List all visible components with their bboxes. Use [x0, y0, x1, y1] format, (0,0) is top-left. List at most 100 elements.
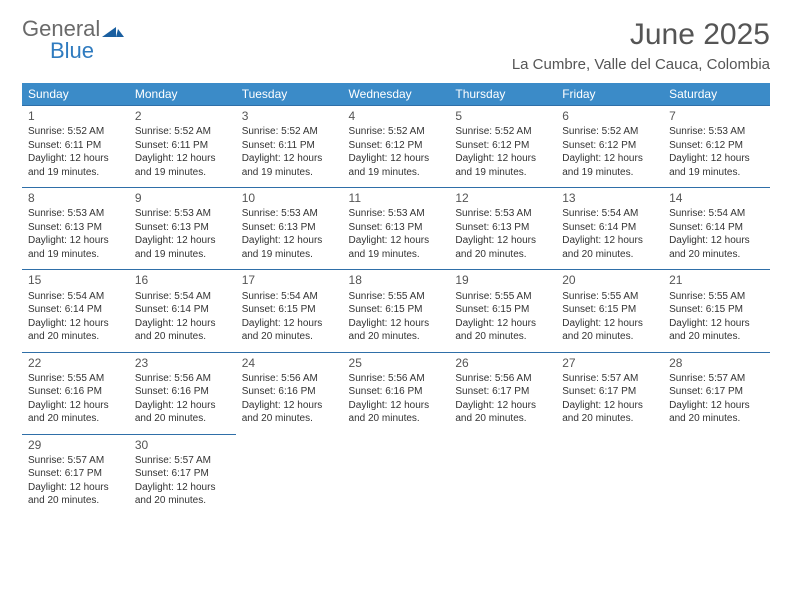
day-cell: 4Sunrise: 5:52 AMSunset: 6:12 PMDaylight… [343, 106, 450, 188]
sunset-text: Sunset: 6:11 PM [135, 139, 230, 153]
daylight-text: and 19 minutes. [28, 248, 123, 262]
day-header: Friday [556, 83, 663, 106]
day-cell: 1Sunrise: 5:52 AMSunset: 6:11 PMDaylight… [22, 106, 129, 188]
sunset-text: Sunset: 6:14 PM [562, 221, 657, 235]
location-text: La Cumbre, Valle del Cauca, Colombia [512, 56, 770, 73]
daylight-text: Daylight: 12 hours [562, 152, 657, 166]
sunset-text: Sunset: 6:13 PM [28, 221, 123, 235]
sunset-text: Sunset: 6:17 PM [562, 385, 657, 399]
sunset-text: Sunset: 6:12 PM [562, 139, 657, 153]
day-cell: 27Sunrise: 5:57 AMSunset: 6:17 PMDayligh… [556, 352, 663, 434]
daylight-text: and 19 minutes. [135, 248, 230, 262]
day-cell: 14Sunrise: 5:54 AMSunset: 6:14 PMDayligh… [663, 188, 770, 270]
day-number: 24 [242, 355, 337, 371]
daylight-text: Daylight: 12 hours [135, 152, 230, 166]
sunrise-text: Sunrise: 5:54 AM [242, 290, 337, 304]
daylight-text: and 19 minutes. [562, 166, 657, 180]
day-number: 14 [669, 190, 764, 206]
daylight-text: and 20 minutes. [455, 330, 550, 344]
sunrise-text: Sunrise: 5:53 AM [349, 207, 444, 221]
sunset-text: Sunset: 6:12 PM [669, 139, 764, 153]
sunrise-text: Sunrise: 5:56 AM [455, 372, 550, 386]
day-cell: 15Sunrise: 5:54 AMSunset: 6:14 PMDayligh… [22, 270, 129, 352]
week-row: 15Sunrise: 5:54 AMSunset: 6:14 PMDayligh… [22, 270, 770, 352]
day-cell: 20Sunrise: 5:55 AMSunset: 6:15 PMDayligh… [556, 270, 663, 352]
sunset-text: Sunset: 6:14 PM [669, 221, 764, 235]
title-block: June 2025 La Cumbre, Valle del Cauca, Co… [512, 18, 770, 73]
calendar-table: Sunday Monday Tuesday Wednesday Thursday… [22, 83, 770, 516]
sunset-text: Sunset: 6:14 PM [135, 303, 230, 317]
week-row: 22Sunrise: 5:55 AMSunset: 6:16 PMDayligh… [22, 352, 770, 434]
sunrise-text: Sunrise: 5:53 AM [28, 207, 123, 221]
day-number: 17 [242, 272, 337, 288]
daylight-text: and 20 minutes. [562, 330, 657, 344]
daylight-text: and 19 minutes. [455, 166, 550, 180]
brand-word-blue: Blue [50, 40, 124, 62]
day-cell [663, 434, 770, 516]
sunset-text: Sunset: 6:13 PM [349, 221, 444, 235]
daylight-text: Daylight: 12 hours [28, 317, 123, 331]
daylight-text: Daylight: 12 hours [28, 152, 123, 166]
brand-word-general: General [22, 18, 100, 40]
sunset-text: Sunset: 6:16 PM [28, 385, 123, 399]
daylight-text: Daylight: 12 hours [669, 152, 764, 166]
sunrise-text: Sunrise: 5:54 AM [562, 207, 657, 221]
day-number: 12 [455, 190, 550, 206]
daylight-text: Daylight: 12 hours [562, 234, 657, 248]
day-cell: 26Sunrise: 5:56 AMSunset: 6:17 PMDayligh… [449, 352, 556, 434]
sunrise-text: Sunrise: 5:57 AM [562, 372, 657, 386]
daylight-text: Daylight: 12 hours [242, 152, 337, 166]
sunset-text: Sunset: 6:16 PM [135, 385, 230, 399]
sunrise-text: Sunrise: 5:56 AM [349, 372, 444, 386]
daylight-text: and 19 minutes. [242, 248, 337, 262]
day-number: 4 [349, 108, 444, 124]
sunset-text: Sunset: 6:15 PM [349, 303, 444, 317]
day-header: Thursday [449, 83, 556, 106]
week-row: 1Sunrise: 5:52 AMSunset: 6:11 PMDaylight… [22, 106, 770, 188]
daylight-text: and 20 minutes. [28, 330, 123, 344]
day-cell: 12Sunrise: 5:53 AMSunset: 6:13 PMDayligh… [449, 188, 556, 270]
daylight-text: and 20 minutes. [562, 412, 657, 426]
sunset-text: Sunset: 6:15 PM [562, 303, 657, 317]
day-number: 23 [135, 355, 230, 371]
daylight-text: Daylight: 12 hours [455, 399, 550, 413]
sunrise-text: Sunrise: 5:53 AM [455, 207, 550, 221]
sunrise-text: Sunrise: 5:52 AM [562, 125, 657, 139]
sunrise-text: Sunrise: 5:57 AM [669, 372, 764, 386]
sunrise-text: Sunrise: 5:56 AM [135, 372, 230, 386]
day-cell: 24Sunrise: 5:56 AMSunset: 6:16 PMDayligh… [236, 352, 343, 434]
day-number: 22 [28, 355, 123, 371]
sunrise-text: Sunrise: 5:53 AM [135, 207, 230, 221]
daylight-text: and 19 minutes. [349, 166, 444, 180]
day-cell: 3Sunrise: 5:52 AMSunset: 6:11 PMDaylight… [236, 106, 343, 188]
sunset-text: Sunset: 6:13 PM [455, 221, 550, 235]
daylight-text: and 20 minutes. [349, 412, 444, 426]
day-cell: 21Sunrise: 5:55 AMSunset: 6:15 PMDayligh… [663, 270, 770, 352]
week-row: 8Sunrise: 5:53 AMSunset: 6:13 PMDaylight… [22, 188, 770, 270]
day-cell: 7Sunrise: 5:53 AMSunset: 6:12 PMDaylight… [663, 106, 770, 188]
day-cell [449, 434, 556, 516]
daylight-text: Daylight: 12 hours [242, 399, 337, 413]
sunrise-text: Sunrise: 5:55 AM [349, 290, 444, 304]
day-cell [343, 434, 450, 516]
daylight-text: and 19 minutes. [349, 248, 444, 262]
daylight-text: Daylight: 12 hours [28, 481, 123, 495]
daylight-text: Daylight: 12 hours [669, 234, 764, 248]
sunset-text: Sunset: 6:17 PM [455, 385, 550, 399]
daylight-text: and 20 minutes. [28, 412, 123, 426]
day-number: 3 [242, 108, 337, 124]
day-number: 27 [562, 355, 657, 371]
daylight-text: and 20 minutes. [349, 330, 444, 344]
daylight-text: and 20 minutes. [669, 412, 764, 426]
day-number: 11 [349, 190, 444, 206]
daylight-text: Daylight: 12 hours [349, 317, 444, 331]
daylight-text: Daylight: 12 hours [349, 234, 444, 248]
day-number: 5 [455, 108, 550, 124]
day-header-row: Sunday Monday Tuesday Wednesday Thursday… [22, 83, 770, 106]
day-number: 2 [135, 108, 230, 124]
sunrise-text: Sunrise: 5:53 AM [669, 125, 764, 139]
sunset-text: Sunset: 6:15 PM [669, 303, 764, 317]
sunrise-text: Sunrise: 5:55 AM [28, 372, 123, 386]
day-number: 8 [28, 190, 123, 206]
daylight-text: and 20 minutes. [28, 494, 123, 508]
